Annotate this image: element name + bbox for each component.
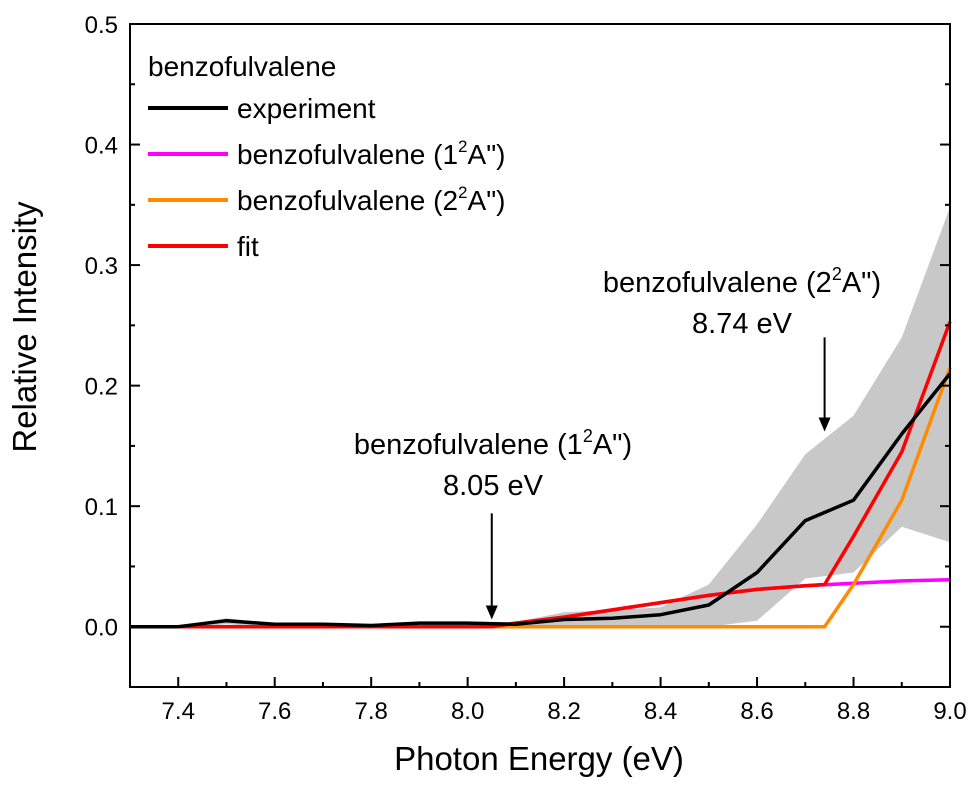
annotation-label-tail: A") [842,267,881,299]
legend-label-state1-tail: A") [468,139,506,170]
x-tick-label: 8.8 [837,698,870,725]
legend-label-state2: benzofulvalene (22A") [237,183,505,216]
x-tick-label: 8.4 [644,698,677,725]
annotation-label-sup: 2 [832,264,842,284]
annotation-arrowhead [485,605,498,620]
legend-label-state1-text: benzofulvalene (1 [237,139,458,170]
legend-label-state2-tail: A") [468,185,506,216]
legend-label-state1-sup: 2 [458,137,467,156]
annotation-label: benzofulvalene (22A") [603,264,881,299]
annotation-label-tail: A") [593,429,632,461]
legend-label-experiment: experiment [237,93,376,124]
series-line-state2 [130,367,952,629]
axes-layer: 7.4 7.6 7.8 8.0 8.2 8.4 8.6 8.8 9.0 0.0 0.1 0.2 0.3 0… [85,12,967,725]
annotation-arrowhead [818,417,831,432]
y-tick-label: 0.4 [85,133,118,160]
x-tick-label: 9.0 [933,698,966,725]
legend-label-fit-text: fit [237,231,259,262]
legend-label-experiment-text: experiment [237,93,376,124]
y-tick-label: 0.3 [85,253,118,280]
annotation-label-text: benzofulvalene (2 [603,267,832,299]
series-layer [130,321,952,629]
y-tick-label: 0.1 [85,494,118,521]
y-tick-label: 0.0 [85,615,118,642]
legend-label-fit: fit [237,231,259,262]
annotation-energy: 8.05 eV [443,470,544,502]
legend-label-state2-text: benzofulvalene (2 [237,185,458,216]
annotation-energy: 8.74 eV [692,308,793,340]
x-tick-label: 8.0 [451,698,484,725]
legend: benzofulvalene experiment benzofulvalene (… [148,51,505,262]
x-tick-label: 7.6 [258,698,291,725]
x-tick-label: 8.2 [547,698,580,725]
x-tick-label: 7.4 [162,698,195,725]
y-axis-label: Relative Intensity [6,201,43,453]
y-tick-label: 0.5 [85,12,118,39]
legend-label-state1: benzofulvalene (12A") [237,137,505,170]
annotation-1: benzofulvalene (12A") 8.05 eV [354,426,632,620]
legend-title: benzofulvalene [148,51,336,82]
x-tick-label: 8.6 [740,698,773,725]
x-axis-label: Photon Energy (eV) [394,740,684,777]
annotation-2: benzofulvalene (22A") 8.74 eV [603,264,881,432]
x-tick-label: 7.8 [354,698,387,725]
y-tick-label: 0.2 [85,374,118,401]
plot-frame [129,23,951,688]
annotation-layer: benzofulvalene (12A")8.05 eVbenzofulvale… [354,264,881,620]
legend-label-state2-sup: 2 [458,183,467,202]
annotation-label-text: benzofulvalene (1 [354,429,583,461]
series-line-experiment [130,372,952,629]
annotation-label-sup: 2 [583,426,593,446]
annotation-label: benzofulvalene (12A") [354,426,632,461]
